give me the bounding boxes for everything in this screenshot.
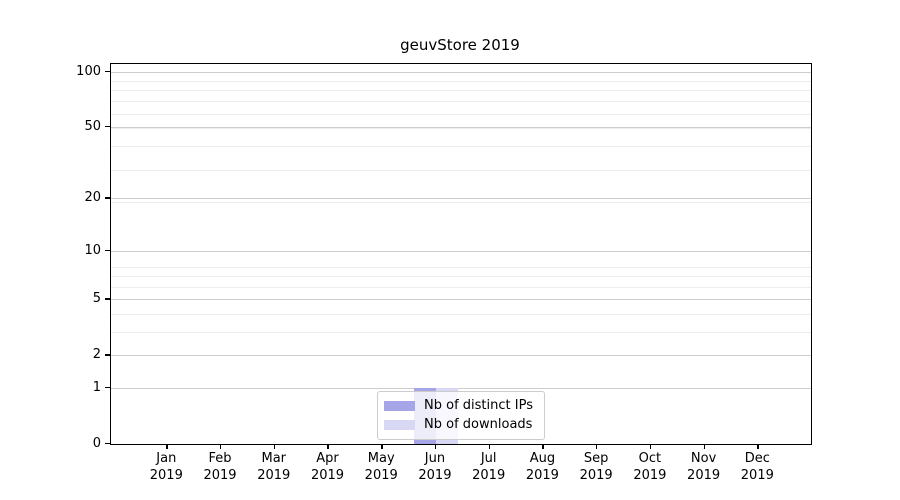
x-tick-label: Apr 2019 [310,451,345,483]
legend-swatch [384,419,416,430]
x-tick-mark [273,444,276,449]
major-gridline [111,250,811,252]
plot-area [110,63,812,445]
legend-label: Nb of downloads [424,417,533,432]
x-tick-label: Jan 2019 [149,451,183,483]
legend-swatch [384,400,416,411]
x-tick-label: Feb 2019 [203,451,237,483]
x-tick-mark [434,444,437,449]
major-gridline [111,198,811,200]
legend-label: Nb of distinct IPs [424,398,533,413]
legend-item: Nb of downloads [384,415,533,434]
major-gridline [111,126,811,128]
chart-title: geuvStore 2019 [400,36,520,54]
y-tick-mark [105,70,110,72]
y-tick-mark [105,298,110,300]
y-tick-label: 2 [92,347,101,363]
y-tick-mark [105,197,110,199]
minor-gridline [111,202,811,204]
x-tick-label: Nov 2019 [687,451,721,483]
x-tick-label: Oct 2019 [633,451,667,483]
minor-gridline [111,101,811,103]
x-tick-mark [757,444,759,449]
x-tick-mark [542,444,544,449]
major-gridline [111,299,811,301]
x-tick-label: Sep 2019 [579,451,613,483]
y-tick-mark [105,125,110,128]
minor-gridline [111,128,811,130]
major-gridline [111,388,811,390]
minor-gridline [111,286,811,288]
y-tick-label: 5 [92,291,101,307]
minor-gridline [111,276,811,278]
y-tick-mark [105,387,110,389]
minor-gridline [111,266,811,268]
y-tick-label: 20 [84,190,101,206]
x-tick-mark [327,444,329,449]
x-tick-label: Jun 2019 [418,451,452,483]
y-tick-label: 0 [92,436,101,451]
y-tick-label: 100 [76,63,101,79]
y-tick-label: 10 [84,242,101,258]
x-tick-mark [220,444,222,449]
x-tick-label: May 2019 [364,451,398,483]
minor-gridline [111,314,811,316]
minor-gridline [111,80,811,82]
x-tick-mark [488,444,490,449]
x-tick-label: Dec 2019 [740,451,774,483]
x-tick-label: Jul 2019 [472,451,506,483]
minor-gridline [111,169,811,171]
legend-item: Nb of distinct IPs [384,396,533,415]
legend: Nb of distinct IPs Nb of downloads [377,391,545,440]
x-tick-mark [166,444,168,449]
x-tick-label: Mar 2019 [257,451,291,483]
major-gridline [111,71,811,73]
x-tick-mark [596,444,598,449]
y-tick-mark [105,354,110,356]
minor-gridline [111,113,811,115]
y-tick-label: 1 [92,380,101,396]
minor-gridline [111,90,811,92]
y-tick-label: 50 [84,118,101,134]
major-gridline [111,355,811,357]
y-tick-mark [105,443,110,445]
minor-gridline [111,146,811,148]
x-tick-mark [649,444,652,449]
x-tick-mark [381,444,383,449]
y-tick-mark [105,249,110,251]
x-tick-label: Aug 2019 [525,451,559,483]
x-tick-mark [703,444,705,449]
minor-gridline [111,332,811,334]
